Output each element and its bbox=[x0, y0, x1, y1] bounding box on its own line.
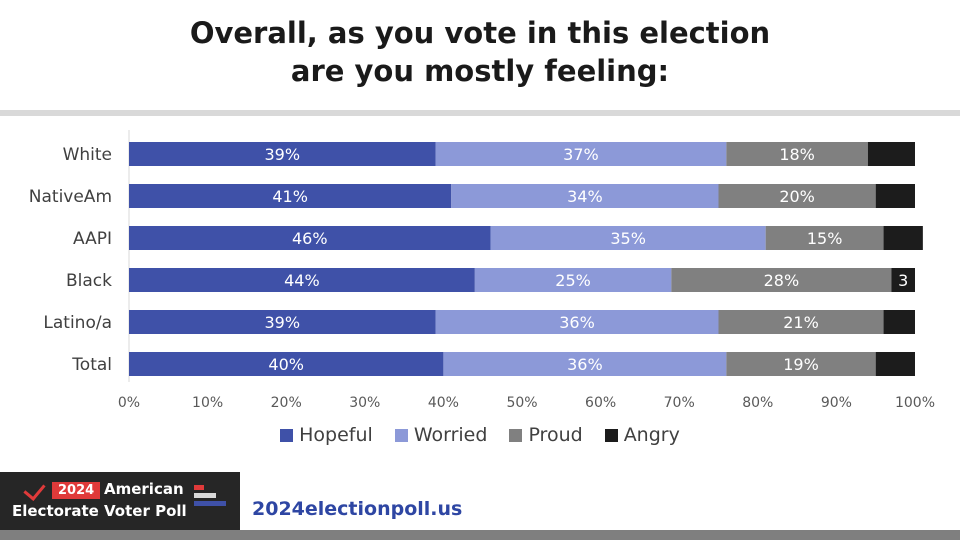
bar-worried-4 bbox=[435, 310, 719, 334]
brand-name-line-1: American bbox=[104, 480, 184, 498]
bar-angry-1 bbox=[875, 184, 915, 208]
legend-label-proud: Proud bbox=[528, 424, 583, 446]
chart-title-line-1: Overall, as you vote in this election bbox=[189, 16, 771, 50]
bar-worried-2 bbox=[490, 226, 766, 250]
x-tick-label-2: 20% bbox=[271, 395, 302, 411]
data-label-proud-5: 19% bbox=[783, 355, 819, 374]
category-label-5: Total bbox=[71, 355, 112, 375]
brand-name-line-2: Electorate Voter Poll bbox=[12, 502, 187, 520]
bar-worried-1 bbox=[451, 184, 719, 208]
data-label-hopeful-0: 39% bbox=[264, 145, 300, 164]
bar-angry-2 bbox=[883, 226, 923, 250]
legend-label-worried: Worried bbox=[413, 424, 488, 446]
x-tick-label-1: 10% bbox=[192, 395, 223, 411]
category-label-4: Latino/a bbox=[43, 313, 112, 333]
website-link[interactable]: 2024electionpoll.us bbox=[252, 498, 463, 520]
data-label-worried-0: 37% bbox=[563, 145, 599, 164]
bar-proud-1 bbox=[718, 184, 876, 208]
data-label-worried-1: 34% bbox=[567, 187, 603, 206]
bar-worried-5 bbox=[443, 352, 727, 376]
footer: 2024 American Electorate Voter Poll 2024… bbox=[0, 472, 960, 540]
chart-title: Overall, as you vote in this election ar… bbox=[0, 14, 960, 90]
data-label-hopeful-2: 46% bbox=[292, 229, 328, 248]
data-label-proud-1: 20% bbox=[779, 187, 815, 206]
data-label-worried-2: 35% bbox=[610, 229, 646, 248]
x-tick-label-8: 80% bbox=[742, 395, 773, 411]
data-label-proud-3: 28% bbox=[764, 271, 800, 290]
x-tick-label-9: 90% bbox=[821, 395, 852, 411]
x-tick-label-7: 70% bbox=[664, 395, 695, 411]
data-label-hopeful-1: 41% bbox=[272, 187, 308, 206]
checkmark-icon bbox=[23, 478, 46, 501]
data-label-proud-0: 18% bbox=[779, 145, 815, 164]
bar-proud-4 bbox=[718, 310, 884, 334]
bar-worried-0 bbox=[435, 142, 727, 166]
category-label-2: AAPI bbox=[73, 229, 112, 249]
x-tick-label-6: 60% bbox=[585, 395, 616, 411]
legend-swatch-worried bbox=[394, 428, 408, 442]
x-tick-label-5: 50% bbox=[506, 395, 537, 411]
legend-item-hopeful: Hopeful bbox=[280, 424, 373, 446]
legend-label-hopeful: Hopeful bbox=[299, 424, 373, 446]
title-divider bbox=[0, 110, 960, 116]
bar-hopeful-3 bbox=[129, 268, 475, 292]
bar-proud-0 bbox=[726, 142, 868, 166]
legend-item-angry: Angry bbox=[604, 424, 680, 446]
legend-swatch-hopeful bbox=[280, 428, 294, 442]
legend-item-proud: Proud bbox=[509, 424, 583, 446]
x-tick-label-10: 100% bbox=[895, 395, 935, 411]
bar-worried-3 bbox=[474, 268, 672, 292]
data-label-worried-3: 25% bbox=[555, 271, 591, 290]
legend-swatch-proud bbox=[509, 428, 523, 442]
data-label-worried-4: 36% bbox=[559, 313, 595, 332]
bar-proud-5 bbox=[726, 352, 876, 376]
data-label-hopeful-4: 39% bbox=[264, 313, 300, 332]
bar-angry-4 bbox=[883, 310, 915, 334]
footer-bar bbox=[0, 530, 960, 540]
bar-hopeful-5 bbox=[129, 352, 444, 376]
x-tick-label-4: 40% bbox=[428, 395, 459, 411]
flag-stripes-icon bbox=[194, 485, 226, 509]
legend-item-worried: Worried bbox=[394, 424, 488, 446]
year-badge: 2024 bbox=[52, 482, 101, 499]
chart-title-line-2: are you mostly feeling: bbox=[290, 54, 670, 88]
data-label-proud-4: 21% bbox=[783, 313, 819, 332]
bar-angry-5 bbox=[875, 352, 915, 376]
bar-hopeful-2 bbox=[129, 226, 491, 250]
bar-hopeful-1 bbox=[129, 184, 452, 208]
category-label-3: Black bbox=[66, 271, 112, 291]
bar-hopeful-4 bbox=[129, 310, 436, 334]
data-label-proud-2: 15% bbox=[807, 229, 843, 248]
data-label-worried-5: 36% bbox=[567, 355, 603, 374]
bar-proud-2 bbox=[765, 226, 884, 250]
poll-logo: 2024 American Electorate Voter Poll bbox=[0, 472, 240, 530]
chart-legend: Hopeful Worried Proud Angry bbox=[0, 424, 960, 446]
bar-proud-3 bbox=[671, 268, 892, 292]
legend-swatch-angry bbox=[604, 428, 618, 442]
bar-hopeful-0 bbox=[129, 142, 436, 166]
x-tick-label-3: 30% bbox=[349, 395, 380, 411]
stacked-bar-chart: White 39% 37% 18%NativeAm 41% 34% 20%AAPI 46% 35… bbox=[29, 130, 935, 411]
data-label-hopeful-3: 44% bbox=[284, 271, 320, 290]
bar-angry-3 bbox=[891, 268, 915, 292]
category-label-0: White bbox=[63, 145, 112, 165]
x-tick-label-0: 0% bbox=[118, 395, 140, 411]
data-label-angry-3: 3 bbox=[898, 271, 908, 290]
data-label-hopeful-5: 40% bbox=[268, 355, 304, 374]
category-label-1: NativeAm bbox=[29, 187, 112, 207]
bar-angry-0 bbox=[867, 142, 915, 166]
legend-label-angry: Angry bbox=[623, 424, 680, 446]
